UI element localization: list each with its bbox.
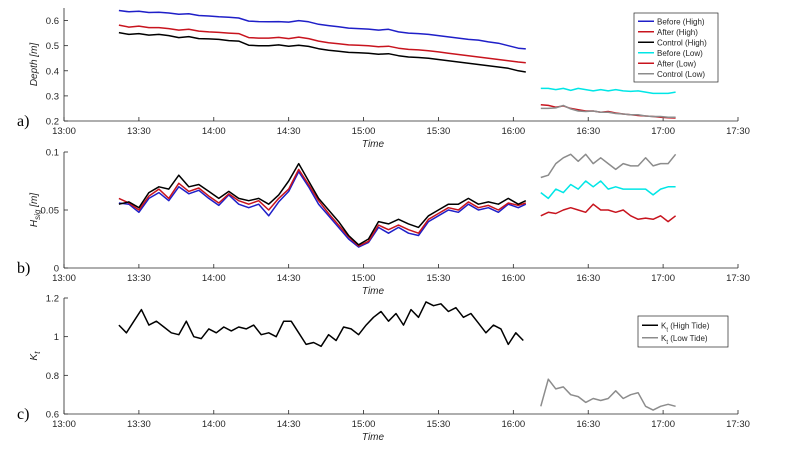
panel-label: b)	[17, 260, 30, 277]
x-tick-label: 16:30	[576, 126, 600, 137]
svg-text:Control (High): Control (High)	[657, 38, 707, 47]
y-axis-label: Depth [m]	[29, 43, 40, 87]
x-tick-label: 13:00	[52, 273, 76, 284]
y-tick-label: 0.2	[46, 117, 59, 128]
svg-text:Depth [m]: Depth [m]	[29, 43, 40, 87]
y-tick-label: 0.05	[41, 206, 60, 217]
y-tick-label: 0.6	[46, 410, 59, 421]
series-line	[118, 162, 527, 246]
legend-entry: After (Low)	[657, 59, 696, 68]
x-tick-label: 14:30	[277, 419, 301, 430]
series-line	[540, 153, 677, 179]
x-tick-label: 17:00	[651, 273, 675, 284]
x-tick-label: 15:00	[352, 273, 376, 284]
svg-text:Hsig [m]: Hsig [m]	[29, 193, 42, 227]
svg-text:After (Low): After (Low)	[657, 59, 696, 68]
legend-box	[637, 315, 729, 348]
svg-text:Kt: Kt	[29, 351, 42, 361]
x-tick-label: 15:30	[427, 273, 451, 284]
x-tick-label: 13:30	[127, 419, 151, 430]
svg-text:After (High): After (High)	[657, 28, 698, 37]
x-tick-label: 17:00	[651, 419, 675, 430]
x-axis-label: Time	[362, 286, 385, 297]
series-line	[118, 170, 527, 248]
legend-entry: Control (High)	[657, 38, 707, 47]
panel-label: a)	[17, 113, 29, 130]
x-tick-label: 14:00	[202, 126, 226, 137]
x-tick-label: 16:00	[501, 273, 525, 284]
x-tick-label: 13:00	[52, 126, 76, 137]
x-tick-label: 16:00	[501, 126, 525, 137]
x-tick-label: 15:30	[427, 419, 451, 430]
series-line	[540, 378, 676, 411]
y-tick-label: 0.4	[46, 66, 59, 77]
svg-text:Kt (High Tide): Kt (High Tide)	[661, 321, 710, 333]
x-tick-label: 15:00	[352, 126, 376, 137]
series-line	[118, 9, 526, 50]
x-tick-label: 17:30	[726, 126, 750, 137]
legend-entry: Control (Low)	[657, 70, 705, 79]
x-tick-label: 16:30	[576, 419, 600, 430]
x-tick-label: 15:00	[352, 419, 376, 430]
x-tick-label: 17:00	[651, 126, 675, 137]
legend-entry: Before (High)	[657, 17, 705, 26]
x-tick-label: 13:30	[127, 126, 151, 137]
y-axis-label: Kt	[29, 351, 42, 361]
y-tick-label: 0.1	[46, 148, 59, 159]
legend-entry: Before (Low)	[657, 49, 703, 58]
panel-2: 13:00 13:30 14:00 14:30 15:00 15:30 16:00 16:30…	[17, 148, 750, 298]
panel-label: c)	[17, 406, 29, 423]
x-tick-label: 13:30	[127, 273, 151, 284]
series-line	[118, 31, 526, 73]
svg-text:Kt (Low Tide): Kt (Low Tide)	[661, 334, 708, 346]
x-tick-label: 13:00	[52, 419, 76, 430]
svg-text:Control (Low): Control (Low)	[657, 70, 705, 79]
y-tick-label: 0.5	[46, 41, 59, 52]
series-line	[118, 24, 526, 64]
y-tick-label: 0.6	[46, 16, 59, 27]
panel-1: 13:00 13:30 14:00 14:30 15:00 15:30 16:00 16:30…	[17, 8, 750, 150]
svg-text:Before (High): Before (High)	[657, 17, 705, 26]
series-line	[118, 168, 527, 247]
legend-entry: Kt (Low Tide)	[661, 334, 708, 346]
x-tick-label: 17:30	[726, 273, 750, 284]
y-tick-label: 1.2	[46, 294, 59, 305]
legend-entry: After (High)	[657, 28, 698, 37]
x-tick-label: 14:00	[202, 273, 226, 284]
panel-3: 13:00 13:30 14:00 14:30 15:00 15:30 16:00 16:30…	[17, 294, 750, 444]
y-tick-label: 1	[54, 332, 59, 343]
x-tick-label: 14:30	[277, 273, 301, 284]
legend: Kt (High Tide)Kt (Low Tide)	[637, 315, 729, 348]
y-tick-label: 0	[54, 264, 59, 275]
x-tick-label: 14:00	[202, 419, 226, 430]
x-axis-label: Time	[362, 432, 385, 443]
y-tick-label: 0.3	[46, 91, 59, 102]
legend-box	[633, 12, 719, 83]
series-line	[540, 203, 677, 223]
series-line	[540, 180, 676, 200]
series-line	[540, 104, 676, 118]
x-axis-label: Time	[362, 139, 385, 150]
x-tick-label: 17:30	[726, 419, 750, 430]
x-tick-label: 14:30	[277, 126, 301, 137]
legend-entry: Kt (High Tide)	[661, 321, 710, 333]
y-tick-label: 0.8	[46, 371, 59, 382]
series-line	[118, 301, 524, 348]
x-tick-label: 16:00	[501, 419, 525, 430]
series-line	[540, 87, 676, 95]
x-tick-label: 15:30	[427, 126, 451, 137]
y-axis-label: Hsig [m]	[29, 193, 42, 227]
legend: Before (High) After (High)Control (High) B…	[633, 12, 719, 83]
svg-text:Before (Low): Before (Low)	[657, 49, 703, 58]
x-tick-label: 16:30	[576, 273, 600, 284]
